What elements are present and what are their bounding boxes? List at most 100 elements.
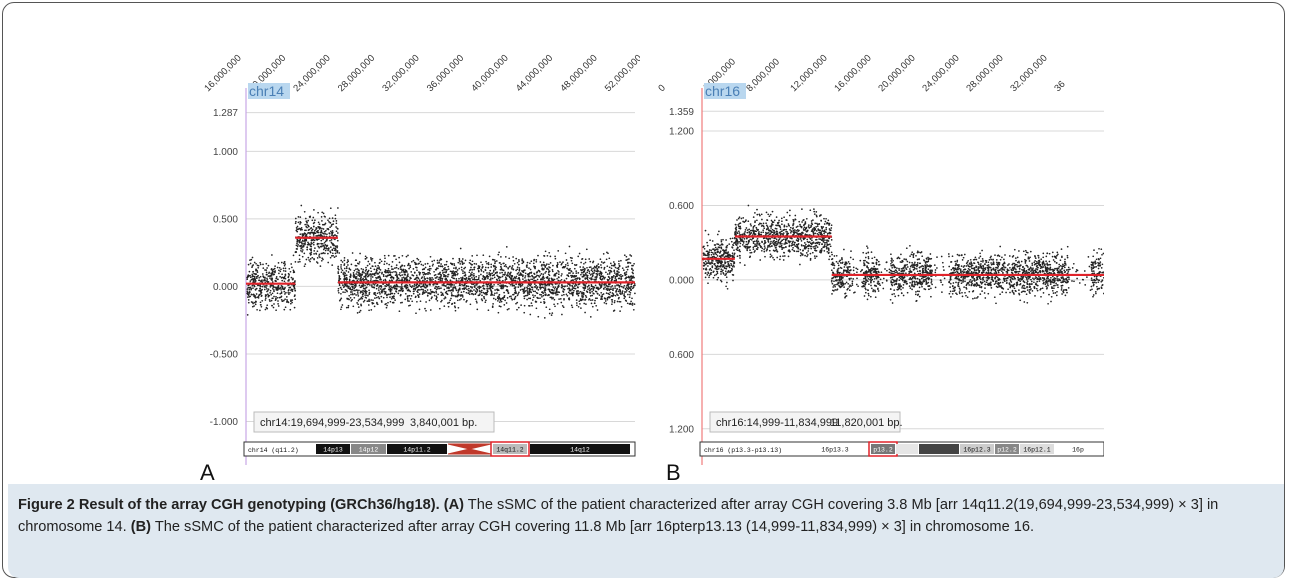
data-point [489, 289, 492, 291]
data-point [505, 265, 508, 268]
data-point [546, 276, 549, 278]
data-point [614, 275, 617, 278]
data-point [546, 263, 548, 265]
data-point [827, 219, 830, 222]
data-point [745, 243, 748, 246]
data-point [497, 295, 500, 298]
data-point [397, 292, 400, 295]
data-point [753, 240, 756, 243]
data-point [1072, 262, 1075, 265]
data-point [413, 290, 415, 293]
data-point [1048, 263, 1050, 266]
data-point [389, 290, 392, 292]
data-point [318, 242, 320, 245]
data-point [779, 255, 782, 258]
data-point [473, 266, 476, 269]
data-point [603, 266, 606, 269]
data-point [732, 264, 735, 267]
data-point [319, 265, 322, 267]
data-point [541, 295, 543, 298]
data-point [793, 241, 796, 244]
data-point [564, 252, 567, 255]
data-point [263, 288, 266, 291]
data-point [310, 249, 312, 252]
data-point [395, 286, 397, 288]
data-point [364, 274, 367, 276]
data-point [486, 274, 489, 277]
data-point [370, 270, 373, 273]
data-point [540, 294, 543, 296]
data-point [955, 281, 957, 284]
data-point [630, 303, 632, 305]
data-point [292, 269, 295, 272]
data-point [947, 253, 950, 255]
data-point [592, 261, 594, 264]
data-point [250, 293, 253, 296]
data-point [280, 288, 282, 291]
data-point [606, 265, 609, 268]
data-point [529, 288, 532, 291]
data-point [756, 237, 759, 240]
data-point [1014, 257, 1017, 259]
data-point [279, 292, 282, 295]
data-point [458, 277, 460, 280]
data-point [348, 278, 351, 281]
data-point [313, 250, 316, 252]
data-point [281, 287, 284, 289]
data-point [278, 272, 280, 275]
data-point [778, 219, 780, 222]
data-point [346, 261, 349, 264]
data-point [415, 266, 418, 269]
data-point [445, 270, 448, 273]
data-point [468, 261, 471, 264]
data-point [293, 281, 296, 283]
data-point [526, 292, 529, 295]
data-point [496, 289, 499, 292]
data-point [290, 299, 292, 301]
data-point [624, 295, 626, 298]
data-point [421, 268, 424, 271]
data-point [331, 252, 334, 255]
data-point [958, 267, 961, 270]
ideogram-band-label: 14p12 [359, 447, 379, 454]
data-point [582, 287, 585, 289]
data-point [729, 237, 732, 240]
data-point [422, 288, 424, 291]
data-point [511, 264, 514, 267]
data-point [535, 259, 538, 261]
data-point [391, 271, 393, 274]
data-point [553, 303, 555, 306]
data-point [601, 293, 604, 296]
data-point [399, 272, 401, 274]
data-point [280, 261, 283, 264]
data-point [347, 264, 349, 266]
data-point [363, 290, 366, 293]
data-point [268, 298, 271, 301]
data-point [621, 275, 624, 277]
data-point [525, 279, 527, 282]
data-point [501, 297, 503, 300]
data-point [446, 283, 449, 286]
data-point [257, 264, 260, 267]
data-point [562, 288, 565, 290]
data-point [514, 276, 517, 279]
data-point [329, 246, 332, 248]
data-point [567, 283, 570, 285]
data-point [324, 249, 327, 252]
data-point [301, 243, 303, 245]
data-point [491, 272, 494, 275]
data-point [543, 317, 546, 319]
data-point [304, 263, 307, 265]
data-point [272, 297, 274, 300]
data-point [429, 293, 432, 295]
data-point [893, 266, 896, 269]
data-point [375, 271, 378, 273]
data-point [362, 279, 365, 282]
data-point [846, 267, 849, 270]
data-point [413, 271, 416, 274]
data-point [706, 241, 708, 244]
data-point [930, 278, 933, 281]
data-point [324, 240, 327, 243]
data-point [982, 267, 985, 270]
data-point [807, 250, 810, 252]
